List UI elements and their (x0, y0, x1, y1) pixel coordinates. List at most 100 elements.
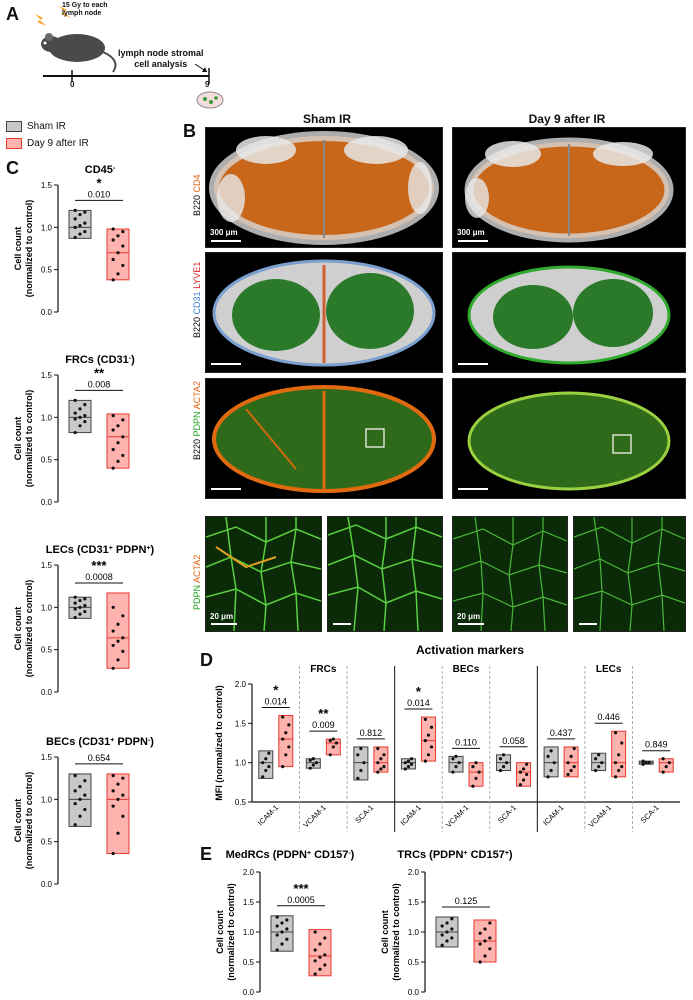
sham-becs-vcam-1-point (451, 770, 455, 774)
ir-group-box (106, 592, 130, 669)
x-tick-label: ICAM-1 (541, 803, 565, 827)
ir-frcs-vcam-1-point (328, 739, 332, 743)
dose-text-line1: 15 Gy to each (62, 2, 108, 9)
sham-frcs-sca-1-point (356, 753, 360, 757)
y-tick-label: 1.0 (235, 759, 247, 768)
ir-becs-vcam-1-point (471, 765, 475, 769)
sham-group-point (73, 411, 77, 415)
y-tick-label: 1.5 (41, 753, 53, 762)
sham-frcs-sca-1-point (359, 768, 363, 773)
y-axis-label-text: MFI (normalized to control) (214, 685, 224, 801)
ir-group-point (111, 851, 115, 856)
sham-group-point (73, 217, 77, 221)
y-axis-label-line1: Cell count (13, 799, 23, 843)
y-axis-label-line1: Cell count (13, 607, 23, 651)
sham-frcs-vcam-1-point (308, 758, 312, 762)
ir-group-point (323, 953, 327, 957)
y-tick-label: 0.0 (41, 308, 53, 317)
ir-group-point (116, 639, 120, 643)
p-value-label: 0.058 (502, 736, 525, 746)
p-value-label: 0.014 (407, 698, 430, 708)
sham-group-point (78, 407, 82, 411)
ir-group-point (111, 466, 115, 470)
y-tick-label: 0.0 (41, 880, 53, 889)
scale-label-300um-day9: 300 μm (457, 228, 485, 237)
ir-lecs-vcam-1-point (617, 768, 621, 773)
ir-becs-icam-1-point (423, 739, 427, 743)
x-tick-label-group: ICAM-1 (541, 803, 565, 827)
sham-frcs-icam-1-point (261, 775, 265, 779)
ir-group-point (116, 441, 120, 445)
scale-bar-row4d (579, 623, 597, 625)
sham-group-point (78, 424, 82, 428)
y-axis-label-line2: (normalized to control) (226, 883, 236, 981)
ir-lecs-sca-1-point (667, 761, 671, 765)
ir-frcs-icam-1-box (278, 714, 294, 768)
row3-label-b220: B220 (192, 438, 202, 460)
image-day9-b220-cd4 (452, 127, 686, 248)
x-tick-label: ICAM-1 (256, 803, 280, 827)
sham-group-point (280, 930, 284, 934)
significance-stars: * (96, 175, 102, 190)
row3-stain-label: B220 PDPN ACTA2 (192, 381, 202, 460)
p-value-label: 0.009 (312, 720, 335, 730)
y-axis-label-c2: Cell count (normalized to control) (13, 390, 34, 488)
ir-group-point (111, 605, 115, 609)
sham-group-point (83, 221, 87, 225)
sham-group-point (78, 415, 82, 419)
scale-bar-300um-day9 (458, 240, 488, 242)
p-value-label: 0.0008 (85, 572, 113, 582)
sham-group-point (78, 224, 82, 228)
ir-group-point (116, 831, 120, 835)
y-tick-label: 0.0 (408, 988, 420, 997)
legend-item-sham: Sham IR (6, 121, 89, 132)
ir-group-point (111, 804, 115, 808)
analysis-text: lymph node stromal cell analysis (118, 48, 204, 70)
sham-group-point (73, 801, 77, 806)
legend-label-ir: Day 9 after IR (27, 138, 89, 149)
sham-group-point (73, 235, 77, 240)
y-tick-label: 0.5 (41, 266, 53, 275)
sham-group-point (83, 779, 87, 783)
ir-becs-sca-1-point (525, 762, 529, 766)
significance-stars: * (273, 682, 279, 697)
y-tick-label: 1.0 (41, 223, 53, 232)
sham-becs-icam-1-point (403, 767, 407, 771)
ir-group-point (121, 453, 125, 458)
ir-lecs-icam-1-point (569, 754, 573, 758)
ir-frcs-icam-1-point (284, 753, 288, 757)
y-tick-label: 0.0 (243, 988, 255, 997)
sham-lecs-vcam-1-point (597, 753, 601, 757)
sham-group-point (73, 430, 77, 435)
ir-group-point (318, 942, 322, 946)
sham-becs-vcam-1-point (457, 761, 461, 765)
sham-group-point (73, 208, 77, 212)
y-axis-label-e2: Cell count (normalized to control) (380, 883, 401, 981)
ir-group-point (111, 643, 115, 648)
row1-label-b220: B220 (192, 194, 202, 216)
significance-stars: ** (318, 706, 329, 721)
y-axis-label-line2: (normalized to control) (24, 772, 34, 870)
sham-group-point (440, 933, 444, 937)
image-day9-b220-cd31-lyve1 (452, 252, 686, 373)
ir-becs-icam-1-point (429, 725, 434, 729)
y-tick-label: 0.0 (41, 688, 53, 697)
dose-text: 15 Gy to each lymph node (62, 2, 108, 18)
row4-label-acta2: ACTA2 (192, 554, 202, 583)
ir-group-point (116, 272, 120, 276)
legend-item-ir: Day 9 after IR (6, 138, 89, 149)
sham-lecs-vcam-1-point (597, 765, 601, 769)
ir-group-box (106, 228, 130, 281)
ir-becs-icam-1-point (429, 745, 434, 749)
ir-group-point (111, 428, 115, 432)
ir-group-point (116, 251, 120, 255)
y-tick-label: 0.0 (41, 498, 53, 507)
panel-d-chart: Activation markers 0.5 1.0 1.5 2.0 MFI (norma… (214, 643, 680, 832)
ir-frcs-vcam-1-point (334, 741, 339, 745)
row3-label-acta2: ACTA2 (192, 381, 202, 410)
sham-group-point (285, 927, 289, 931)
x-tick-label: VCAM-1 (587, 803, 613, 829)
sham-group-point (78, 213, 82, 217)
sham-group-point (73, 823, 77, 827)
y-tick-label: 0.5 (41, 838, 53, 847)
